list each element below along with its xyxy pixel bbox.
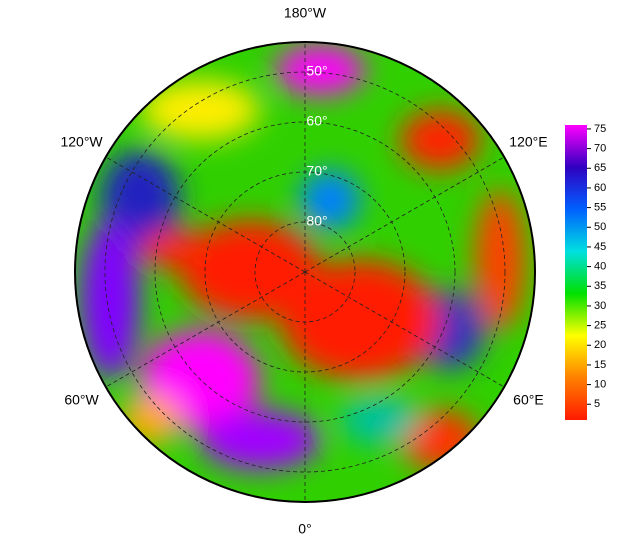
colorbar-tick-label: 25	[594, 320, 606, 332]
latitude-circle	[154, 121, 456, 423]
longitude-label: 60°E	[513, 392, 544, 408]
colorbar-tick-label: 15	[594, 359, 606, 371]
labels: 50° 60° 70° 80° 180°W 120°E 60°E 0° 60°W 120°W	[60, 5, 547, 537]
colorbar-tick-label: 35	[594, 280, 606, 292]
colorbar-tick-label: 50	[594, 221, 606, 233]
longitude-label: 120°W	[60, 134, 103, 150]
longitude-label: 120°E	[509, 134, 547, 150]
latitude-label: 80°	[306, 213, 327, 229]
longitude-label: 60°W	[64, 392, 99, 408]
colorbar-tick-label: 65	[594, 162, 606, 174]
colorbar-tick-label: 75	[594, 123, 606, 135]
colorbar-tick-label: 5	[594, 398, 600, 410]
meridian	[105, 156, 306, 273]
latitude-circle	[104, 71, 506, 473]
colorbar-tick-label: 40	[594, 261, 606, 273]
latitude-label: 70°	[306, 163, 327, 179]
colorbar-tick-label: 20	[594, 339, 606, 351]
meridian	[105, 271, 306, 388]
colorbar-scale	[565, 125, 587, 420]
colorbar-tick-label: 55	[594, 202, 606, 214]
graticule	[104, 42, 506, 502]
colorbar-tick-label: 70	[594, 143, 606, 155]
map-border	[74, 41, 536, 503]
latitude-label: 50°	[306, 63, 327, 79]
colorbar-tick-label: 10	[594, 379, 606, 391]
colorbar: 5 10 15 20 25 30 35 40 45 50 55 60 65 70 75	[565, 123, 606, 420]
longitude-label: 0°	[298, 521, 311, 537]
colorbar-tick-label: 45	[594, 241, 606, 253]
latitude-label: 60°	[306, 113, 327, 129]
colorbar-tick-label: 30	[594, 300, 606, 312]
longitude-label: 180°W	[284, 5, 327, 21]
meridian	[304, 156, 505, 273]
colorbar-tick-label: 60	[594, 182, 606, 194]
data-field	[75, 42, 535, 502]
meridian	[304, 271, 505, 388]
